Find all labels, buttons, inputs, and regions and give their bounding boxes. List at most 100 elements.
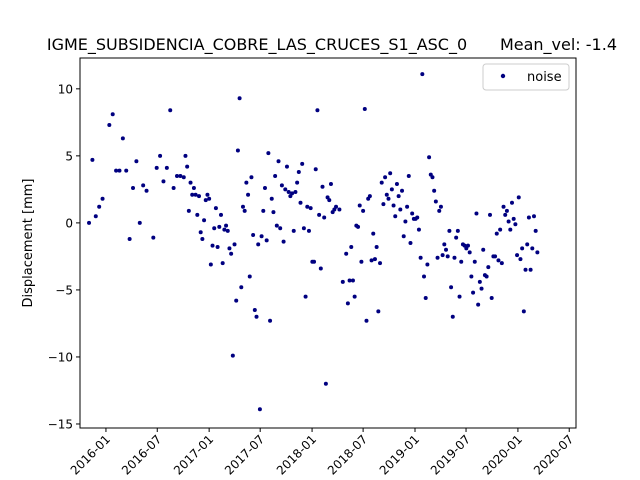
data-point xyxy=(349,245,354,250)
data-point xyxy=(213,206,218,211)
data-point xyxy=(134,159,139,164)
data-point xyxy=(320,184,325,189)
data-point xyxy=(440,253,445,258)
data-point xyxy=(516,195,521,200)
y-tick-label: 10 xyxy=(58,82,73,96)
data-point xyxy=(300,161,305,166)
data-point xyxy=(334,204,339,209)
data-point xyxy=(416,227,421,232)
x-tick-label: 2019-07 xyxy=(428,432,473,477)
data-point xyxy=(259,234,264,239)
data-point xyxy=(444,247,449,252)
data-point xyxy=(347,278,352,283)
y-tick-label: −15 xyxy=(48,417,73,431)
data-point xyxy=(227,246,232,251)
data-point xyxy=(420,72,425,77)
data-point xyxy=(433,199,438,204)
data-point xyxy=(467,250,472,255)
data-point xyxy=(362,106,367,111)
data-point xyxy=(161,179,166,184)
data-point xyxy=(114,168,119,173)
data-point xyxy=(487,212,492,217)
data-point xyxy=(535,250,540,255)
data-point xyxy=(276,159,281,164)
data-point xyxy=(388,171,393,176)
data-point xyxy=(317,212,322,217)
data-point xyxy=(274,223,279,228)
data-point xyxy=(87,220,92,225)
data-point xyxy=(107,123,112,128)
data-point xyxy=(240,204,245,209)
data-point xyxy=(278,226,283,231)
data-point xyxy=(183,153,188,158)
data-point xyxy=(141,183,146,188)
data-point xyxy=(396,194,401,199)
data-point xyxy=(306,228,311,233)
data-point xyxy=(452,255,457,260)
data-point xyxy=(178,173,183,178)
data-point xyxy=(504,208,509,213)
data-point xyxy=(252,308,257,313)
data-point xyxy=(284,164,289,169)
data-point xyxy=(281,239,286,244)
data-point xyxy=(242,208,247,213)
data-point xyxy=(381,202,386,207)
x-tick-label: 2020-07 xyxy=(531,432,576,477)
data-point xyxy=(403,219,408,224)
data-point xyxy=(244,180,249,185)
data-point xyxy=(305,204,310,209)
data-point xyxy=(515,253,520,258)
data-point xyxy=(405,204,410,209)
data-point xyxy=(415,215,420,220)
data-point xyxy=(271,210,276,215)
data-point xyxy=(486,265,491,270)
data-point xyxy=(303,294,308,299)
data-point xyxy=(398,207,403,212)
data-point xyxy=(181,175,186,180)
data-point xyxy=(357,203,362,208)
data-point xyxy=(525,242,530,247)
data-point xyxy=(422,274,427,279)
data-point xyxy=(175,173,180,178)
data-point xyxy=(496,258,501,263)
data-point xyxy=(442,242,447,247)
data-point xyxy=(154,165,159,170)
legend-box xyxy=(482,63,570,91)
data-point xyxy=(110,112,115,117)
y-tick-label: 0 xyxy=(65,216,73,230)
x-axis: 2016-01 2016-07 2017-01 2017-07 2018-01 2018-… xyxy=(68,428,576,478)
data-point xyxy=(195,212,200,217)
data-point xyxy=(196,194,201,199)
data-point xyxy=(193,192,198,197)
data-point xyxy=(164,165,169,170)
chart-title: IGME_SUBSIDENCIA_COBRE_LAS_CRUCES_S1_ASC… xyxy=(47,35,467,55)
data-point xyxy=(301,226,306,231)
data-point xyxy=(256,242,261,247)
data-point xyxy=(90,157,95,162)
data-point xyxy=(432,188,437,193)
data-point xyxy=(168,108,173,113)
data-point xyxy=(234,298,239,303)
data-point xyxy=(454,235,459,240)
data-point xyxy=(499,261,504,266)
data-point xyxy=(203,198,208,203)
data-point xyxy=(323,381,328,386)
data-point xyxy=(410,211,415,216)
data-point xyxy=(318,266,323,271)
data-point xyxy=(200,236,205,241)
data-point xyxy=(337,207,342,212)
data-point xyxy=(367,194,372,199)
data-point xyxy=(489,295,494,300)
data-point xyxy=(476,302,481,307)
data-point xyxy=(389,187,394,192)
data-point xyxy=(215,245,220,250)
x-tick-label: 2017-01 xyxy=(171,432,216,477)
data-point xyxy=(521,309,526,314)
data-point xyxy=(264,238,269,243)
data-point xyxy=(225,228,230,233)
data-point xyxy=(509,200,514,205)
data-point xyxy=(386,196,391,201)
data-point xyxy=(523,267,528,272)
data-point xyxy=(266,151,271,156)
